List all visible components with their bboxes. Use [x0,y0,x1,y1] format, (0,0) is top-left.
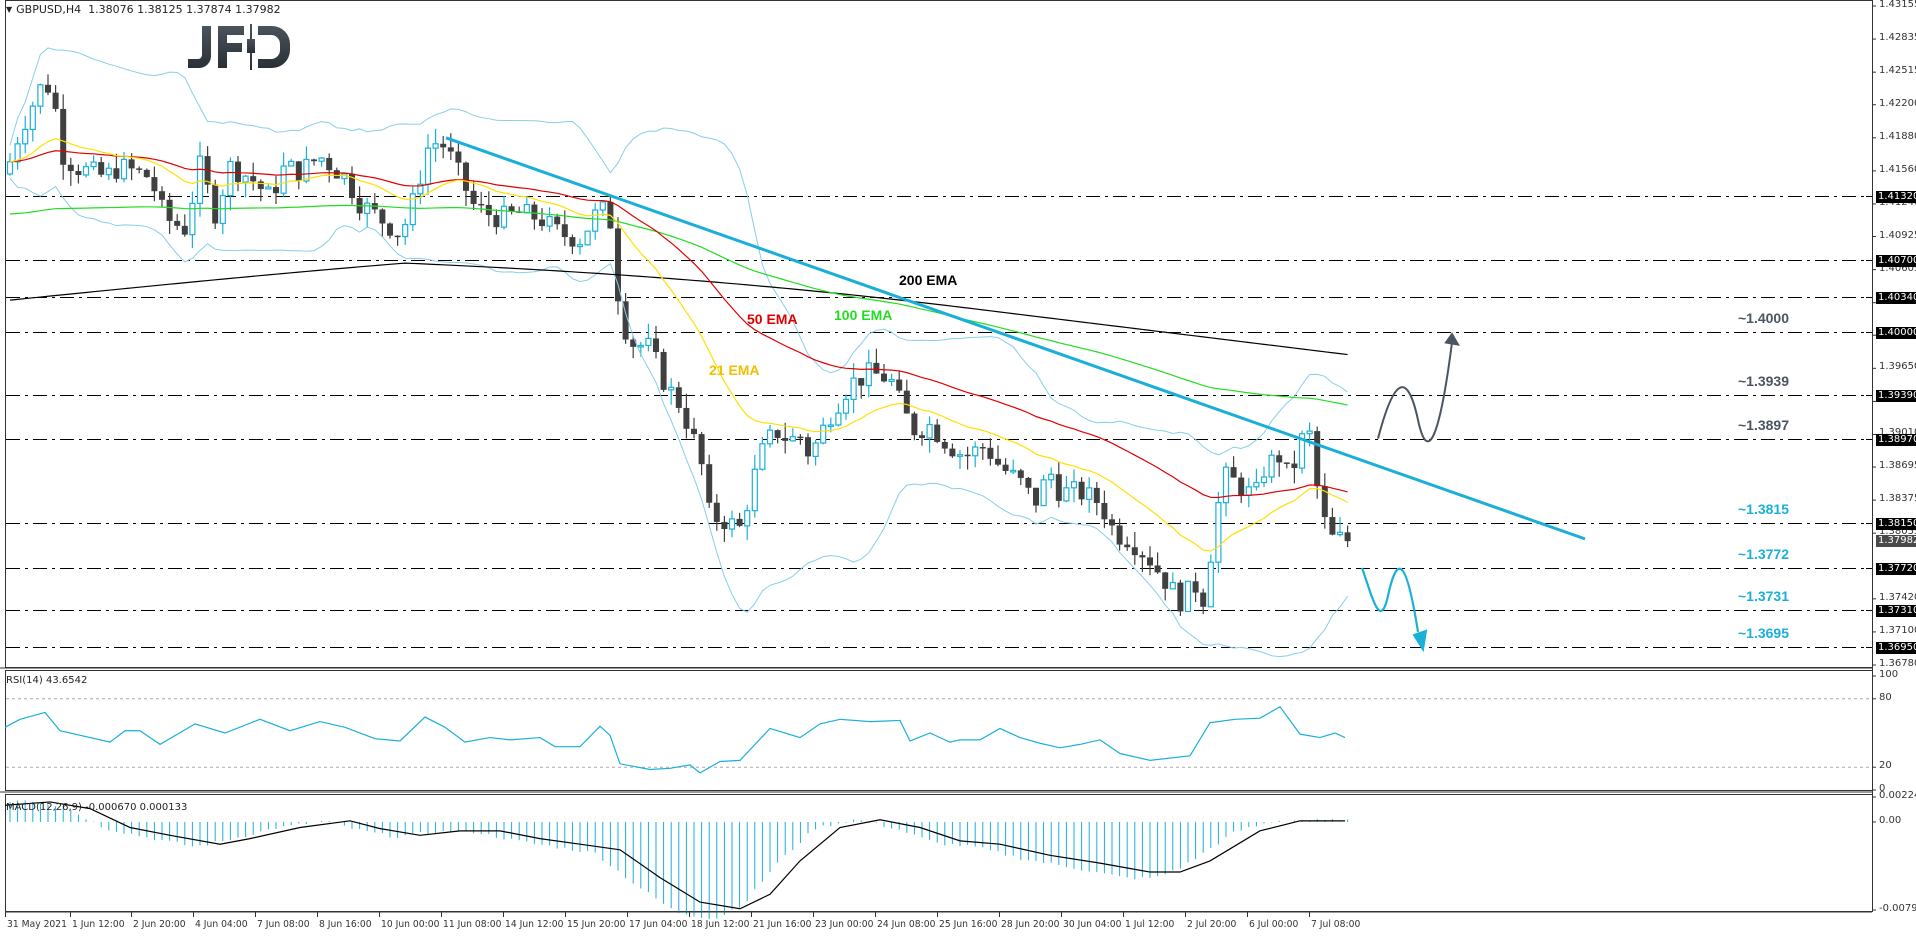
macd-signal-line [4,801,1345,910]
time-axis-label: 1 Jun 12:00 [72,919,125,930]
macd-tick-label: 0.002242 [1879,790,1916,801]
current-price-box: 1.37982 [1876,534,1916,547]
level-annotation: ~1.3772 [1738,545,1789,562]
level-price-box: 1.38150 [1876,517,1916,530]
price-tick-label: 1.39010 [1879,427,1916,438]
time-axis-label: 14 Jun 12:00 [505,919,564,930]
bullish-scenario-arrow [1377,342,1453,443]
price-tick-label: 1.38375 [1879,493,1916,505]
level-annotation: ~1.3897 [1738,416,1789,433]
price-tick-label: 1.38695 [1879,460,1916,472]
time-axis-label: 15 Jun 20:00 [567,919,626,930]
level-annotation: ~1.3939 [1738,373,1789,390]
time-axis-label: 18 Jun 12:00 [691,919,750,930]
ema-100-line [9,204,1348,406]
candlesticks [6,74,1351,617]
rsi-tick-label: 80 [1879,691,1892,703]
time-axis-label: 8 Jun 16:00 [319,919,372,930]
level-annotation: ~1.3815 [1738,501,1789,518]
rsi-tick-label: 0 [1879,783,1886,794]
time-axis-label: 31 May 2021 [7,919,68,930]
level-price-box: 1.38970 [1876,433,1916,446]
level-price-box: 1.40700 [1876,254,1916,267]
level-price-box: 1.40340 [1876,291,1916,304]
rsi-line [4,705,1346,774]
ema-21-line [9,138,1348,552]
time-axis-label: 24 Jun 08:00 [877,919,936,930]
time-axis-label: 23 Jun 00:00 [815,919,874,930]
price-tick-label: 1.41880 [1879,130,1916,142]
level-annotation: ~1.3695 [1738,625,1789,642]
ema-200-line [9,262,1348,356]
time-axis-label: 1 Jul 12:00 [1125,919,1175,930]
macd-histogram [9,800,1349,920]
ema-label: 200 EMA [899,272,958,288]
main-pane-frame [5,0,1873,668]
level-price-box: 1.37720 [1876,562,1916,575]
time-axis-label: 11 Jun 08:00 [443,919,502,930]
price-tick-label: 1.40605 [1879,262,1916,274]
symbol-name: GBPUSD,H4 [16,3,82,16]
ema-label: 100 EMA [834,307,893,323]
jfd-logo [188,24,290,70]
level-price-box: 1.36950 [1876,641,1916,654]
price-tick-label: 1.40925 [1879,229,1916,241]
time-axis-label: 28 Jun 20:00 [1001,919,1060,930]
time-axis-label: 21 Jun 16:00 [753,919,812,930]
level-price-box: 1.40000 [1876,326,1916,339]
macd-label: MACD(12,26,9) -0.000670 0.000133 [6,802,188,813]
price-tick-label: 1.36780 [1879,658,1916,669]
symbol-header: ▼ GBPUSD,H4 1.38076 1.38125 1.37874 1.379… [6,3,281,16]
level-annotation: ~1.3731 [1738,588,1789,605]
price-tick-label: 1.42200 [1879,97,1916,109]
price-tick-label: 1.42835 [1879,32,1916,44]
downtrend-line[interactable] [445,136,1586,541]
time-axis-label: 17 Jun 04:00 [629,919,688,930]
bollinger-lower-band [9,178,1349,658]
collapse-triangle-icon[interactable]: ▼ [6,5,13,14]
time-axis-label: 30 Jun 04:00 [1063,919,1122,930]
time-axis-label: 2 Jun 20:00 [133,919,186,930]
ema-label: 50 EMA [747,311,798,327]
ohlc-values: 1.38076 1.38125 1.37874 1.37982 [88,3,281,16]
level-price-box: 1.37310 [1876,604,1916,617]
price-tick-label: 1.39650 [1879,361,1916,373]
time-axis-label: 7 Jun 08:00 [257,919,310,930]
price-tick-label: 1.42515 [1879,65,1916,77]
rsi-tick-label: 20 [1879,760,1892,772]
time-axis-label: 7 Jul 08:00 [1311,919,1361,930]
bearish-scenario-arrow [1360,567,1420,633]
ema-label: 21 EMA [709,362,760,378]
level-annotation: ~1.4000 [1738,310,1789,327]
rsi-pane-frame [5,670,1873,791]
time-axis-label: 10 Jun 00:00 [381,919,440,930]
time-axis-label: 2 Jul 20:00 [1187,919,1237,930]
price-tick-label: 1.41560 [1879,163,1916,175]
level-price-box: 1.41320 [1876,190,1916,203]
time-axis-label: 4 Jun 04:00 [195,919,248,930]
macd-pane-frame [5,794,1873,912]
price-tick-label: 1.37100 [1879,624,1916,636]
ema-50-line [9,150,1348,499]
macd-tick-label: 0.00 [1879,814,1902,826]
price-tick-label: 1.37420 [1879,591,1916,603]
bollinger-upper-band [9,47,1348,456]
time-axis-label: 6 Jul 00:00 [1249,919,1299,930]
rsi-tick-label: 100 [1879,669,1899,680]
macd-tick-label: -0.007912 [1879,903,1916,914]
time-axis-label: 25 Jun 16:00 [939,919,998,930]
price-tick-label: 1.43155 [1879,0,1916,10]
price-tick-label: 1.38055 [1879,526,1916,538]
level-price-box: 1.39390 [1876,389,1916,402]
rsi-label: RSI(14) 43.6542 [6,675,88,686]
